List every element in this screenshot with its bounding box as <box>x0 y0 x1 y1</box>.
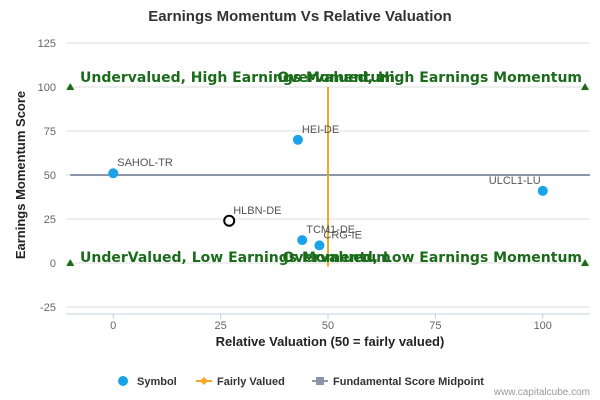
credit-text: www.capitalcube.com <box>493 387 590 398</box>
y-tick-label: 125 <box>38 38 56 50</box>
x-axis-label: Relative Valuation (50 = fairly valued) <box>216 334 445 349</box>
y-tick-label: 100 <box>38 82 56 94</box>
x-axis-ticks: 0 25 50 75 100 <box>66 313 590 332</box>
quadrant-label-top-left: Undervalued, High Earnings Momentum <box>80 70 395 86</box>
y-tick-label: 0 <box>50 258 56 270</box>
data-points: HEI-DE SAHOL-TR ULCL1-LU HLBN-DE TCM1-DECRG-… <box>108 124 548 251</box>
triangle-marker <box>581 259 589 266</box>
y-tick-label: -25 <box>40 302 56 314</box>
x-tick-label: 0 <box>110 320 116 332</box>
data-point-label: HLBN-DE <box>233 205 281 217</box>
data-point-label: HEI-DE <box>302 124 339 136</box>
x-tick-label: 100 <box>534 320 552 332</box>
y-axis-label: Earnings Momentum Score <box>13 91 28 259</box>
quadrant-label-top-right: Overvalued, High Earnings Momentum <box>277 70 582 86</box>
data-point[interactable] <box>537 185 548 196</box>
data-point-label: TCM1-DE <box>306 224 355 236</box>
y-tick-label: 50 <box>44 170 56 182</box>
legend: Symbol Fairly Valued Fundamental Score Mid… <box>118 376 484 388</box>
x-tick-label: 75 <box>429 320 441 332</box>
legend-item-label[interactable]: Fundamental Score Midpoint <box>333 376 484 388</box>
quadrant-labels: Undervalued, High Earnings MomentumOverv… <box>80 70 582 266</box>
quadrant-label-bottom-left: UnderValued, Low Earnings Momentum <box>80 250 391 266</box>
data-point-highlight[interactable] <box>223 214 236 227</box>
triangle-marker <box>66 83 75 90</box>
triangle-marker <box>581 83 589 90</box>
data-point[interactable] <box>314 240 325 251</box>
x-tick-label: 25 <box>214 320 226 332</box>
quadrant-corner-markers <box>66 83 589 266</box>
quadrant-label-bottom-right: Overvalued, Low Earnings Momentum <box>282 250 582 266</box>
y-axis-ticks: -25 0 25 50 75 100 125 <box>38 38 56 314</box>
legend-symbol-marker <box>118 376 128 386</box>
legend-item-label[interactable]: Symbol <box>137 376 177 388</box>
y-tick-label: 75 <box>44 126 56 138</box>
data-point[interactable] <box>297 235 308 246</box>
legend-fairly-valued-marker <box>200 377 208 385</box>
legend-midpoint-marker <box>316 377 324 385</box>
data-point-label: CRG-IE <box>323 229 362 241</box>
triangle-marker <box>66 259 75 266</box>
x-tick-label: 50 <box>322 320 334 332</box>
y-tick-label: 25 <box>44 214 56 226</box>
data-point-label: ULCL1-LU <box>489 175 541 187</box>
data-point[interactable] <box>108 168 119 179</box>
data-point-label: SAHOL-TR <box>117 157 173 169</box>
legend-item-label[interactable]: Fairly Valued <box>217 376 285 388</box>
data-point[interactable] <box>292 134 303 145</box>
chart-title: Earnings Momentum Vs Relative Valuation <box>148 8 451 25</box>
